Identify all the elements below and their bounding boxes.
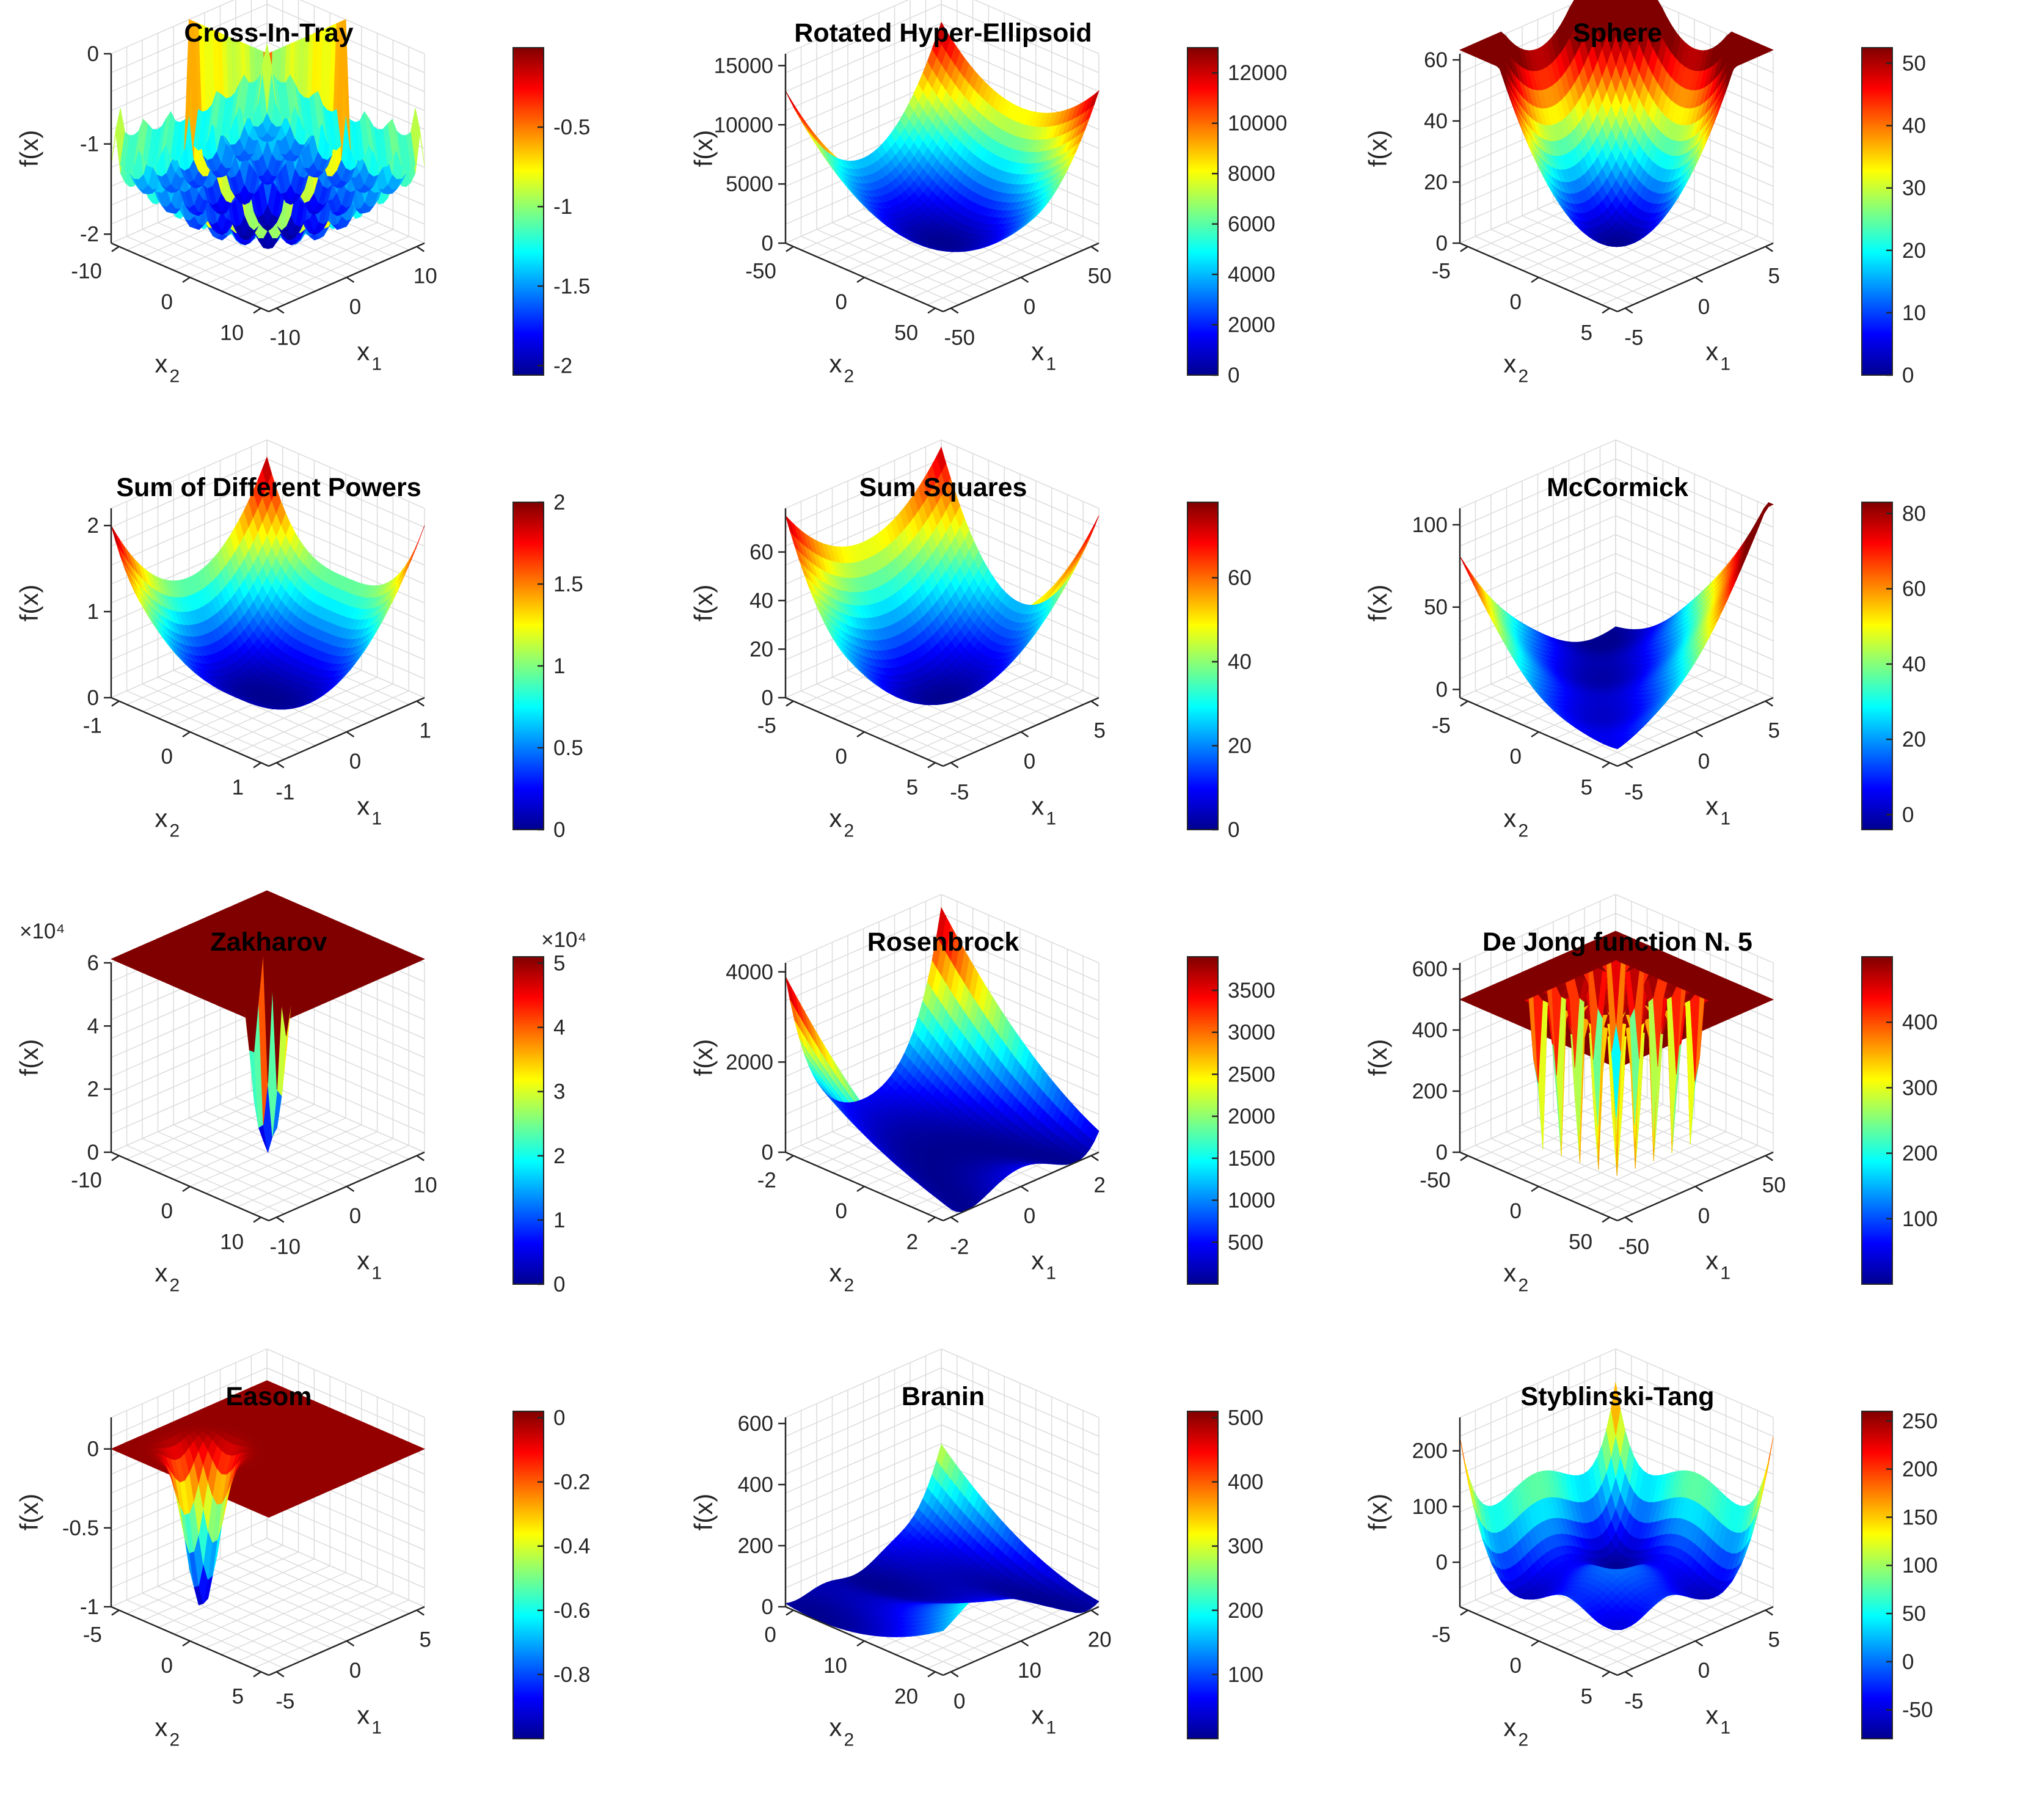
z-tick-label: 0 [87,42,99,66]
colorbar-tick-label: 12000 [1228,61,1287,85]
z-tick-label: 15000 [714,54,773,78]
colorbar-tick-label: 10 [1902,301,1926,325]
z-axis-label: f(x) [15,130,43,167]
x2-axis-label-sub: 2 [844,367,855,387]
z-tick-label: 60 [1424,48,1448,72]
x2-tick [111,246,120,252]
x2-axis-label: x [155,349,167,378]
colorbar: 0 10 20 30 40 50 [1861,47,1926,387]
x1-tick [1020,276,1029,283]
x2-tick [786,246,794,252]
z-tick-label: 10000 [714,113,773,137]
x1-tick [1694,276,1704,283]
colorbar: 0 2000 4000 6000 8000 10000 12000 [1187,47,1287,387]
colorbar-gradient [513,48,544,375]
x2-tick-label: 5 [1581,321,1592,345]
x1-tick-label: 0 [349,295,361,319]
z-axis-label: f(x) [1363,130,1392,167]
z-tick-label: -2 [80,222,99,246]
x1-tick [1625,307,1633,314]
x2-tick-label: -50 [745,260,776,283]
colorbar-tick-label: 0 [1902,364,1914,387]
x1-axis-label: x [1705,337,1718,366]
x1-tick-label: -5 [1624,326,1643,349]
x1-tick-label: 10 [414,265,437,288]
x1-axis-label-sub: 1 [1046,354,1056,375]
z-tick-label: 20 [1424,170,1448,194]
x2-tick-label: 50 [894,321,918,345]
x2-tick [1460,246,1468,252]
colorbar-tick-label: -2 [553,354,572,378]
colorbar-tick-label: -1.5 [553,274,590,298]
chart-title: Cross-In-Tray [184,18,353,48]
x2-tick-label: -5 [1432,260,1451,283]
colorbar: -2 -1.5 -1 -0.5 [512,47,590,378]
colorbar-tick-label: 8000 [1228,162,1275,186]
x1-axis-label-sub: 1 [371,354,382,375]
x1-tick [1090,246,1099,252]
x1-tick-label: 50 [1088,265,1112,288]
x1-tick-label: 5 [1768,265,1780,288]
x2-tick [856,276,865,283]
colorbar-tick-label: 10000 [1228,112,1287,136]
x2-axis-label: x [1503,349,1516,378]
x2-axis-label-sub: 2 [1519,367,1529,387]
x2-tick [927,307,936,314]
z-tick-label: 0 [1436,232,1448,255]
colorbar-tick-label: -0.5 [553,115,590,139]
z-tick-label: 5000 [726,172,773,196]
colorbar-tick-label: 4000 [1228,263,1275,287]
x2-tick-label: 10 [220,321,244,345]
colorbar-tick-label: -1 [553,195,572,219]
x1-tick [346,276,355,283]
x2-tick-label: -10 [71,260,102,283]
x1-tick [950,307,959,314]
z-tick-label: -1 [80,133,99,156]
x2-axis-label-sub: 2 [170,367,180,387]
z-tick-label: 0 [762,232,773,255]
x1-axis-label-sub: 1 [1720,354,1730,375]
colorbar-tick-label: 6000 [1228,213,1275,236]
colorbar-tick-label: 40 [1902,114,1926,138]
colorbar-tick-label: 50 [1902,52,1926,76]
surface-cross-in-tray [111,19,425,249]
colorbar-tick-label: 0 [1228,364,1239,387]
x2-tick-label: 0 [161,290,173,314]
x1-tick-label: -50 [944,326,975,349]
x1-tick-label: -10 [269,326,301,349]
x1-tick-label: 0 [1698,295,1710,319]
z-axis-label: f(x) [689,130,718,167]
x2-tick-label: 0 [836,290,847,314]
x1-tick [416,246,425,252]
x2-tick-label: 0 [1510,290,1522,314]
x2-tick [253,307,261,314]
x1-tick [1765,246,1773,252]
x2-axis-label: x [829,349,842,378]
colorbar-tick-label: 30 [1902,177,1926,200]
colorbar-gradient [1862,48,1892,375]
colorbar-gradient [1187,48,1218,375]
x1-axis-label: x [357,337,370,366]
x2-tick [1531,276,1539,283]
x1-axis-label: x [1031,337,1044,366]
chart-title: Sphere [1573,18,1662,48]
colorbar-tick-label: 20 [1902,239,1926,263]
z-tick-label: 40 [1424,109,1448,133]
x1-tick [276,307,285,314]
chart-title: Rotated Hyper-Ellipsoid [794,18,1092,48]
x2-tick [1602,307,1610,314]
colorbar-tick-label: 2000 [1228,313,1275,337]
x1-tick-label: 0 [1024,295,1035,319]
x2-tick [182,276,191,283]
